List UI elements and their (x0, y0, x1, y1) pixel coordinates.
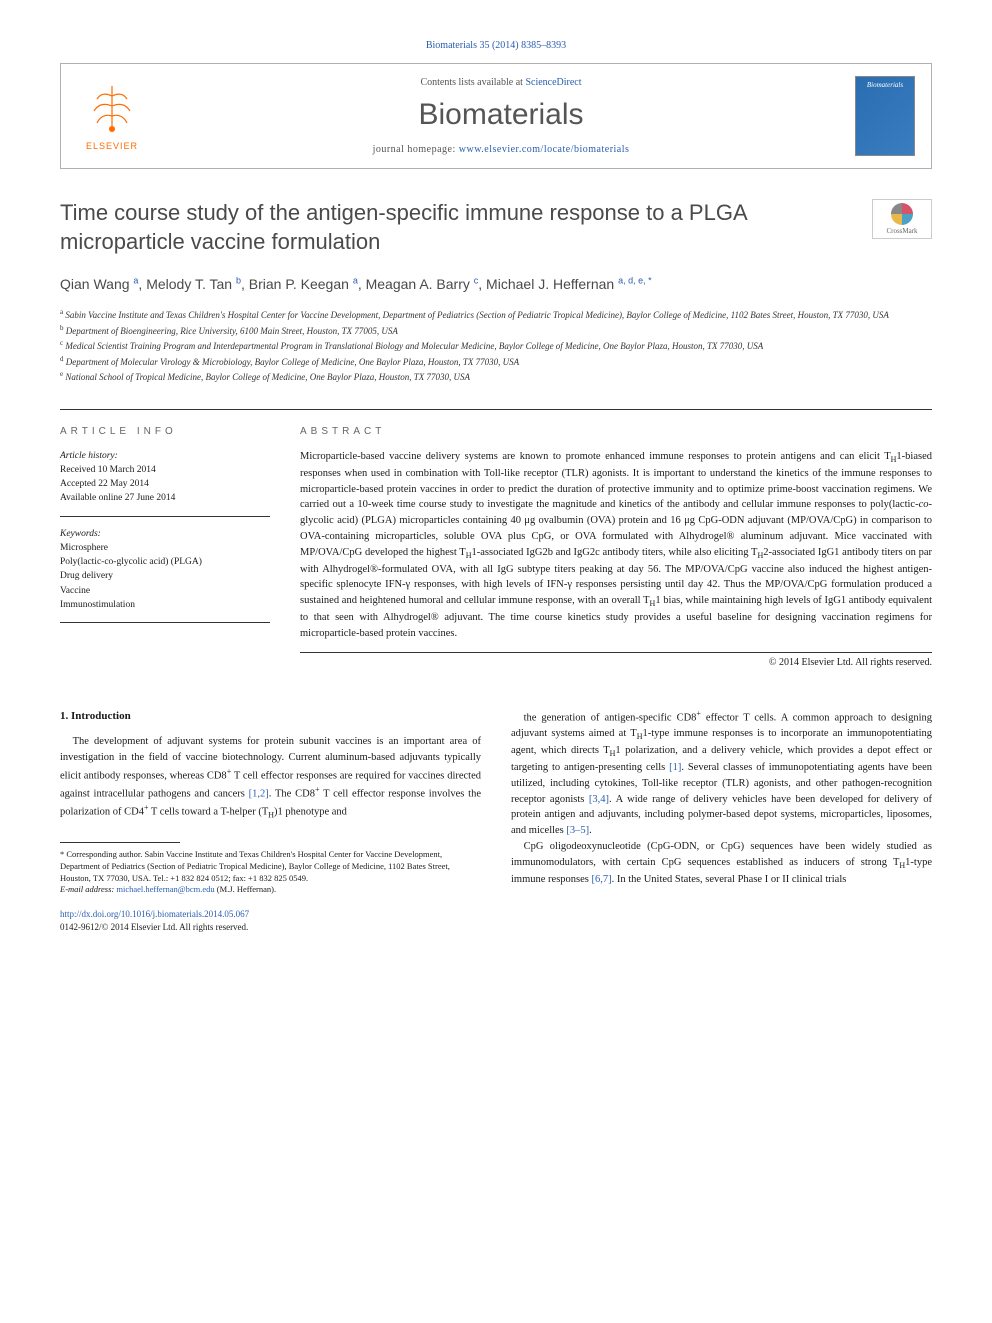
keyword: Immunostimulation (60, 598, 270, 612)
body-column-left: 1. Introduction The development of adjuv… (60, 708, 481, 934)
affiliation-b: b Department of Bioengineering, Rice Uni… (60, 323, 932, 339)
affiliation-c: c Medical Scientist Training Program and… (60, 338, 932, 354)
publisher-name: ELSEVIER (86, 141, 138, 151)
elsevier-logo: ELSEVIER (77, 76, 147, 156)
body-paragraph: CpG oligodeoxynucleotide (CpG-ODN, or Cp… (511, 839, 932, 888)
doi-block: http://dx.doi.org/10.1016/j.biomaterials… (60, 908, 481, 933)
doi-link[interactable]: http://dx.doi.org/10.1016/j.biomaterials… (60, 909, 249, 919)
crossmark-icon (891, 203, 913, 225)
article-info-label: ARTICLE INFO (60, 426, 270, 437)
received-date: Received 10 March 2014 (60, 463, 270, 477)
page: Biomaterials 35 (2014) 8385–8393 ELSEVIE… (0, 0, 992, 974)
authors-list: Qian Wang a, Melody T. Tan b, Brian P. K… (60, 274, 932, 295)
journal-homepage-link[interactable]: www.elsevier.com/locate/biomaterials (459, 144, 630, 155)
crossmark-badge[interactable]: CrossMark (872, 199, 932, 239)
affiliation-e: e National School of Tropical Medicine, … (60, 369, 932, 385)
body-column-right: the generation of antigen-specific CD8+ … (511, 708, 932, 934)
footnote-separator (60, 842, 180, 843)
sciencedirect-link[interactable]: ScienceDirect (525, 77, 581, 88)
keywords-block: Keywords: Microsphere Poly(lactic-co-gly… (60, 527, 270, 624)
abstract-text: Microparticle-based vaccine delivery sys… (300, 449, 932, 653)
article-history: Article history: Received 10 March 2014 … (60, 449, 270, 517)
affiliations-list: a Sabin Vaccine Institute and Texas Chil… (60, 307, 932, 385)
elsevier-tree-icon (82, 81, 142, 141)
journal-homepage-line: journal homepage: www.elsevier.com/locat… (167, 144, 835, 155)
contents-available-line: Contents lists available at ScienceDirec… (167, 77, 835, 88)
body-paragraph: The development of adjuvant systems for … (60, 734, 481, 822)
article-info-column: ARTICLE INFO Article history: Received 1… (60, 426, 270, 668)
online-date: Available online 27 June 2014 (60, 491, 270, 505)
abstract-label: ABSTRACT (300, 426, 932, 437)
body-paragraph: the generation of antigen-specific CD8+ … (511, 708, 932, 839)
article-title: Time course study of the antigen-specifi… (60, 199, 852, 256)
journal-cover-thumbnail: Biomaterials (855, 76, 915, 156)
issn-copyright: 0142-9612/© 2014 Elsevier Ltd. All right… (60, 922, 248, 932)
abstract-column: ABSTRACT Microparticle-based vaccine del… (300, 426, 932, 668)
accepted-date: Accepted 22 May 2014 (60, 477, 270, 491)
keyword: Microsphere (60, 541, 270, 555)
body-text: 1. Introduction The development of adjuv… (60, 708, 932, 934)
affiliation-a: a Sabin Vaccine Institute and Texas Chil… (60, 307, 932, 323)
keyword: Poly(lactic-co-glycolic acid) (PLGA) (60, 555, 270, 569)
journal-header: ELSEVIER Contents lists available at Sci… (60, 63, 932, 169)
introduction-heading: 1. Introduction (60, 708, 481, 725)
abstract-copyright: © 2014 Elsevier Ltd. All rights reserved… (300, 657, 932, 668)
affiliation-d: d Department of Molecular Virology & Mic… (60, 354, 932, 370)
citation-bar: Biomaterials 35 (2014) 8385–8393 (60, 40, 932, 51)
keyword: Vaccine (60, 584, 270, 598)
corresponding-email-link[interactable]: michael.heffernan@bcm.edu (116, 884, 214, 894)
journal-name: Biomaterials (167, 98, 835, 132)
corresponding-author-note: * Corresponding author. Sabin Vaccine In… (60, 849, 481, 897)
keyword: Drug delivery (60, 569, 270, 583)
